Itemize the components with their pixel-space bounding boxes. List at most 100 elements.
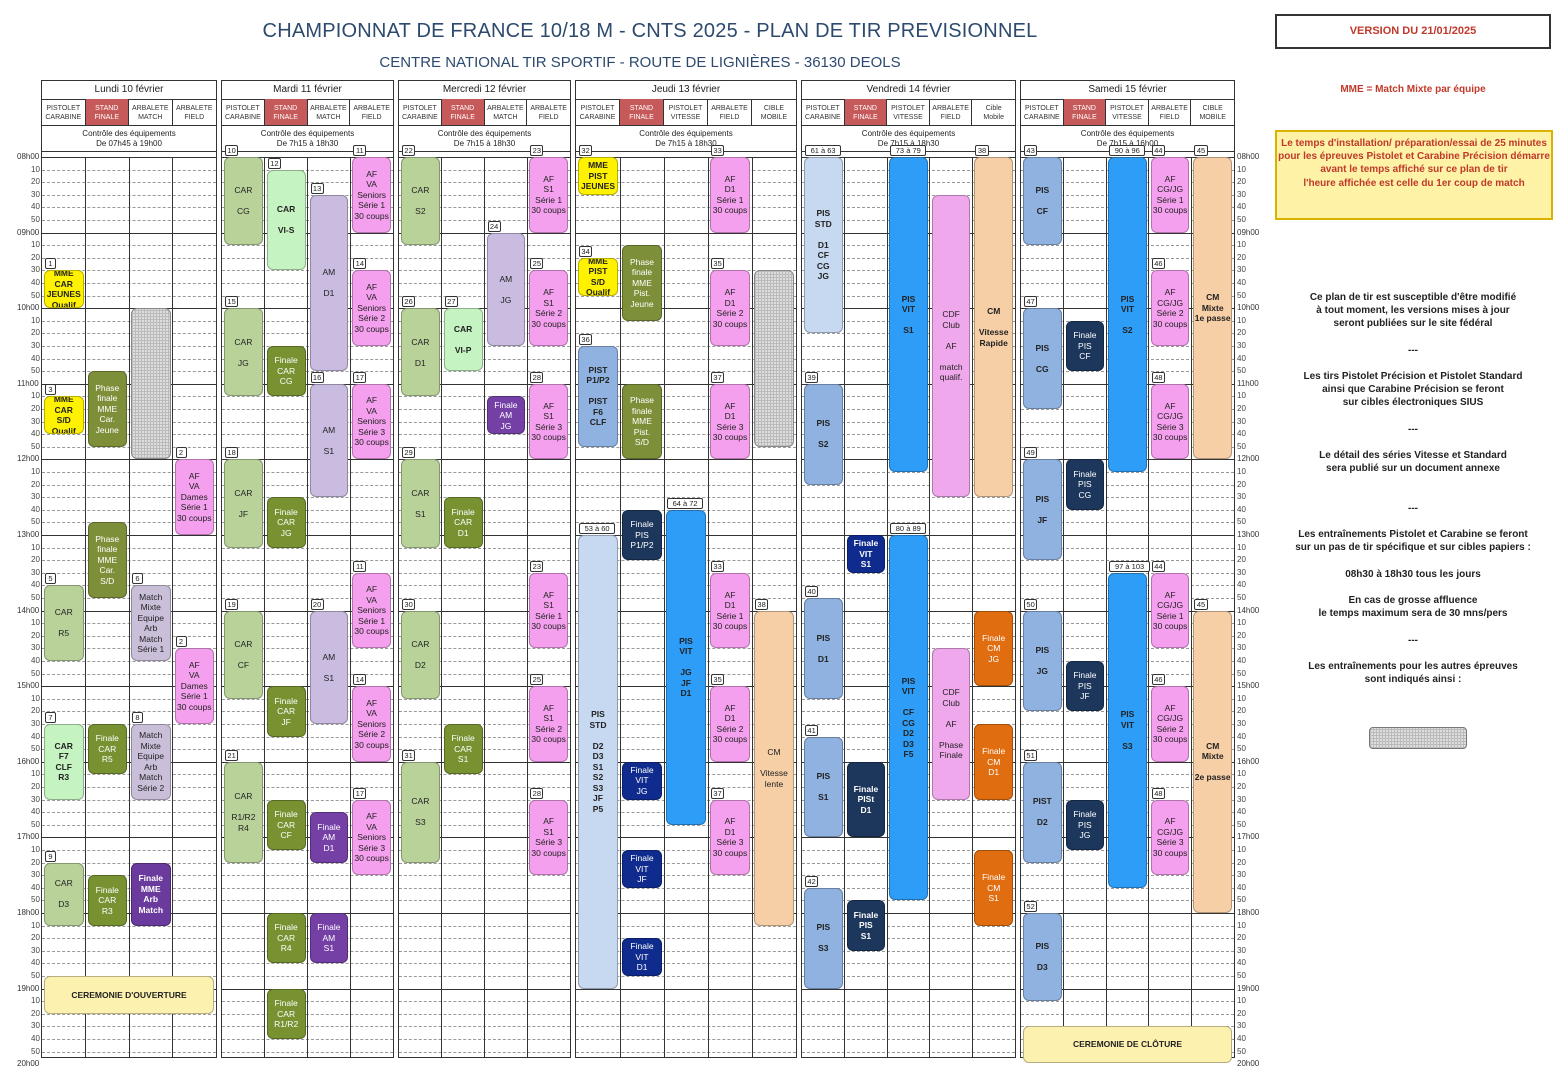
schedule-event[interactable]: MME PIST JEUNES (578, 157, 618, 195)
schedule-event[interactable]: PIST P1/P2 PIST F6 CLF (578, 346, 618, 447)
schedule-event[interactable]: AF S1 Série 1 30 coups (529, 572, 568, 649)
schedule-event[interactable]: AF D1 Série 1 30 coups (710, 572, 750, 649)
schedule-event[interactable]: AF VA Seniors Série 2 30 coups (352, 270, 391, 346)
schedule-event[interactable]: Finale CAR R4 (266, 913, 306, 964)
schedule-event[interactable]: CAR R1/R2 R4 (224, 761, 263, 863)
schedule-event[interactable]: Finale AM D1 (309, 812, 349, 863)
schedule-event[interactable]: MME CAR JEUNES Qualif (44, 270, 84, 309)
schedule-event[interactable]: Finale PIS P1/P2 (622, 509, 662, 561)
schedule-event[interactable] (131, 308, 171, 460)
schedule-event[interactable]: CEREMONIE D'OUVERTURE (44, 976, 214, 1014)
schedule-event[interactable]: PIS D1 (804, 598, 843, 699)
schedule-event[interactable]: AF D1 Série 3 30 coups (710, 799, 750, 876)
schedule-event[interactable]: CAR R5 (44, 585, 84, 661)
schedule-event[interactable]: AF S1 Série 2 30 coups (529, 270, 568, 346)
schedule-event[interactable]: Finale CAR R1/R2 (266, 988, 306, 1039)
schedule-event[interactable]: CAR JG (224, 308, 263, 397)
schedule-event[interactable]: AF VA Dames Série 1 30 coups (174, 648, 214, 724)
schedule-event[interactable]: AF S1 Série 3 30 coups (529, 799, 568, 876)
schedule-event[interactable]: Phase finale MME Pist. Jeune (622, 245, 662, 321)
schedule-event[interactable]: CEREMONIE DE CLÔTURE (1023, 1026, 1232, 1063)
schedule-event[interactable]: CAR F7 CLF R3 (44, 724, 84, 800)
schedule-event[interactable]: Match Mixte Equipe Arb Match Série 1 (131, 585, 171, 661)
schedule-event[interactable]: PIS STD D2 D3 S1 S2 S3 JF P5 (578, 535, 618, 989)
schedule-event[interactable]: AM D1 (309, 194, 349, 372)
schedule-event[interactable]: AF VA Seniors Série 3 30 coups (352, 383, 391, 460)
schedule-event[interactable]: PIST D2 (1023, 761, 1062, 863)
schedule-event[interactable]: PIS S1 (804, 736, 843, 838)
schedule-event[interactable]: AF D1 Série 3 30 coups (710, 383, 750, 460)
schedule-event[interactable]: Finale CM S1 (974, 850, 1013, 926)
schedule-event[interactable]: Finale CAR D1 (443, 497, 483, 548)
schedule-event[interactable]: AF CG/JG Série 2 30 coups (1150, 270, 1190, 346)
schedule-event[interactable]: CAR CG (224, 157, 263, 246)
schedule-event[interactable]: Finale AM S1 (309, 913, 349, 964)
schedule-event[interactable]: CAR VI-P (443, 308, 483, 372)
schedule-event[interactable]: CAR D3 (44, 862, 84, 926)
schedule-event[interactable]: AF VA Seniors Série 1 30 coups (352, 157, 391, 233)
schedule-event[interactable]: CAR D2 (401, 610, 440, 699)
schedule-event[interactable]: CDF Club AF Phase Finale (931, 648, 971, 800)
schedule-event[interactable]: AM S1 (309, 610, 349, 724)
schedule-event[interactable]: Finale VIT JF (622, 850, 662, 888)
schedule-event[interactable]: AF CG/JG Série 2 30 coups (1150, 686, 1190, 762)
schedule-event[interactable]: CM Vitesse Rapide (974, 157, 1013, 498)
schedule-event[interactable]: AF D1 Série 2 30 coups (710, 270, 750, 346)
schedule-event[interactable]: Match Mixte Equipe Arb Match Série 2 (131, 724, 171, 800)
schedule-event[interactable]: Finale CAR JF (266, 686, 306, 737)
schedule-event[interactable]: PIS CG (1023, 308, 1062, 409)
schedule-event[interactable]: CM Mixte 1e passe (1193, 157, 1232, 460)
schedule-event[interactable]: AF VA Dames Série 1 30 coups (174, 459, 214, 535)
schedule-event[interactable]: CAR D1 (401, 308, 440, 397)
schedule-event[interactable]: CAR S3 (401, 761, 440, 863)
schedule-event[interactable]: PIS VIT S3 (1108, 572, 1147, 888)
schedule-event[interactable]: CM Mixte 2e passe (1193, 610, 1232, 913)
schedule-event[interactable]: AM JG (486, 232, 526, 346)
schedule-event[interactable]: PIS S2 (804, 383, 843, 485)
schedule-event[interactable]: Finale CAR R3 (87, 875, 127, 926)
schedule-event[interactable]: AF D1 Série 2 30 coups (710, 686, 750, 762)
schedule-event[interactable]: Finale AM JG (486, 396, 526, 435)
schedule-event[interactable]: Finale PIS CG (1065, 459, 1105, 510)
schedule-event[interactable]: CAR VI-S (266, 169, 306, 271)
schedule-event[interactable]: Finale PISt D1 (846, 761, 886, 838)
schedule-event[interactable]: PIS JF (1023, 459, 1062, 561)
schedule-event[interactable]: AF CG/JG Série 1 30 coups (1150, 157, 1190, 233)
schedule-event[interactable]: PIS STD D1 CF CG JG (804, 157, 843, 334)
schedule-event[interactable]: AF D1 Série 1 30 coups (710, 157, 750, 233)
schedule-event[interactable]: PIS CF (1023, 157, 1062, 246)
schedule-event[interactable]: AF CG/JG Série 3 30 coups (1150, 383, 1190, 460)
schedule-event[interactable]: Finale PIS CF (1065, 320, 1105, 372)
schedule-event[interactable]: MME CAR S/D Qualif (44, 396, 84, 435)
schedule-event[interactable]: MME PIST S/D Qualif (578, 257, 618, 296)
schedule-event[interactable]: Finale VIT D1 (622, 938, 662, 976)
schedule-event[interactable]: Phase finale MME Car. S/D (87, 522, 127, 598)
schedule-event[interactable]: PIS VIT S2 (1108, 157, 1147, 472)
schedule-event[interactable]: Finale VIT JG (622, 761, 662, 800)
schedule-event[interactable]: CAR S2 (401, 157, 440, 246)
schedule-event[interactable]: CAR CF (224, 610, 263, 699)
schedule-event[interactable]: Finale CAR S1 (443, 724, 483, 775)
schedule-event[interactable]: PIS JG (1023, 610, 1062, 712)
schedule-event[interactable]: AF VA Seniors Série 1 30 coups (352, 572, 391, 649)
schedule-event[interactable]: CAR S1 (401, 459, 440, 548)
schedule-event[interactable]: PIS VIT S1 (889, 157, 928, 472)
schedule-event[interactable] (754, 270, 794, 447)
schedule-event[interactable]: CAR JF (224, 459, 263, 548)
schedule-event[interactable]: PIS S3 (804, 887, 843, 989)
schedule-event[interactable]: AF S1 Série 1 30 coups (529, 157, 568, 233)
schedule-event[interactable]: AF VA Seniors Série 2 30 coups (352, 686, 391, 762)
schedule-event[interactable]: Finale CM D1 (974, 724, 1013, 800)
schedule-event[interactable]: Finale MME Arb Match (131, 862, 171, 926)
schedule-event[interactable]: AF S1 Série 2 30 coups (529, 686, 568, 762)
schedule-event[interactable]: Finale CM JG (974, 610, 1013, 687)
schedule-event[interactable]: PIS VIT CF CG D2 D3 F5 (889, 535, 928, 901)
schedule-event[interactable]: PIS D3 (1023, 913, 1062, 1002)
schedule-event[interactable]: Finale CAR R5 (87, 724, 127, 775)
schedule-event[interactable]: AF VA Seniors Série 3 30 coups (352, 799, 391, 876)
schedule-event[interactable]: Finale CAR JG (266, 497, 306, 548)
schedule-event[interactable]: Phase finale MME Pist. S/D (622, 383, 662, 460)
schedule-event[interactable]: Finale PIS JG (1065, 799, 1105, 850)
schedule-event[interactable]: Finale CAR CF (266, 799, 306, 850)
schedule-event[interactable]: PIS VIT JG JF D1 (666, 509, 706, 825)
